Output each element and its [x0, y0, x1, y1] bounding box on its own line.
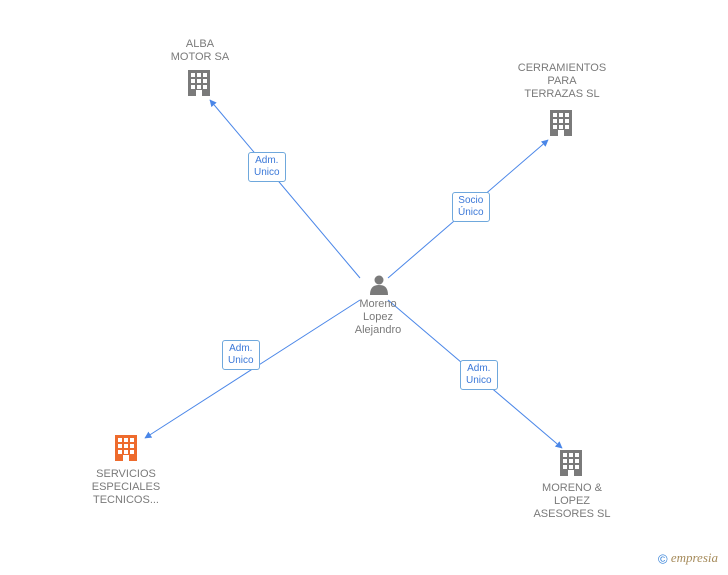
person-icon[interactable]	[370, 276, 388, 296]
node-label[interactable]: SERVICIOS ESPECIALES TECNICOS...	[85, 468, 167, 507]
center-node-label[interactable]: Moreno Lopez Alejandro	[348, 298, 408, 337]
building-icon[interactable]	[560, 450, 582, 476]
copyright-symbol: ©	[658, 552, 668, 567]
node-label[interactable]: CERRAMIENTOS PARA TERRAZAS SL	[510, 62, 614, 101]
node-label[interactable]: MORENO & LOPEZ ASESORES SL	[525, 482, 619, 521]
edge-label: Adm. Unico	[460, 360, 498, 390]
building-icon[interactable]	[550, 110, 572, 136]
watermark-brand: empresia	[671, 550, 718, 565]
building-icon[interactable]	[115, 435, 137, 461]
watermark: © empresia	[658, 550, 718, 567]
edge-line	[210, 100, 360, 278]
edge-label: Adm. Unico	[248, 152, 286, 182]
edge-label: Adm. Unico	[222, 340, 260, 370]
node-label[interactable]: ALBA MOTOR SA	[160, 38, 240, 64]
building-icon[interactable]	[188, 70, 210, 96]
edge-label: Socio Único	[452, 192, 490, 222]
